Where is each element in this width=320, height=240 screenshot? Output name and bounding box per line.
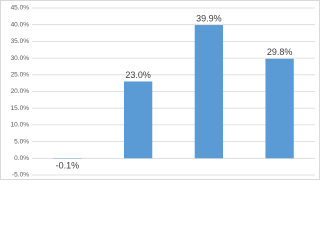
y-tick-label: 0.0% <box>14 155 29 162</box>
bar <box>123 81 153 159</box>
value-label: 29.8% <box>267 47 293 57</box>
value-label: -0.1% <box>56 161 80 171</box>
y-tick-label: -5.0% <box>12 172 29 179</box>
y-tick-label: 30.0% <box>11 55 30 62</box>
y-tick-label: 40.0% <box>11 21 30 28</box>
y-tick-label: 35.0% <box>11 38 30 45</box>
value-label: 23.0% <box>125 70 151 80</box>
y-tick-label: 10.0% <box>11 122 30 129</box>
y-tick-label: 25.0% <box>11 72 30 79</box>
bar <box>265 58 294 159</box>
y-tick-label: 45.0% <box>11 5 30 12</box>
value-label: 39.9% <box>196 13 222 23</box>
bar <box>194 25 224 159</box>
y-tick-label: 5.0% <box>14 138 29 145</box>
y-tick-label: 20.0% <box>11 88 30 95</box>
y-tick-label: 15.0% <box>11 105 30 112</box>
chart: -5.0% 0.0% 5.0% 10.0% 15.0% 20.0% 25.0% 30.0% 35… <box>0 0 320 180</box>
